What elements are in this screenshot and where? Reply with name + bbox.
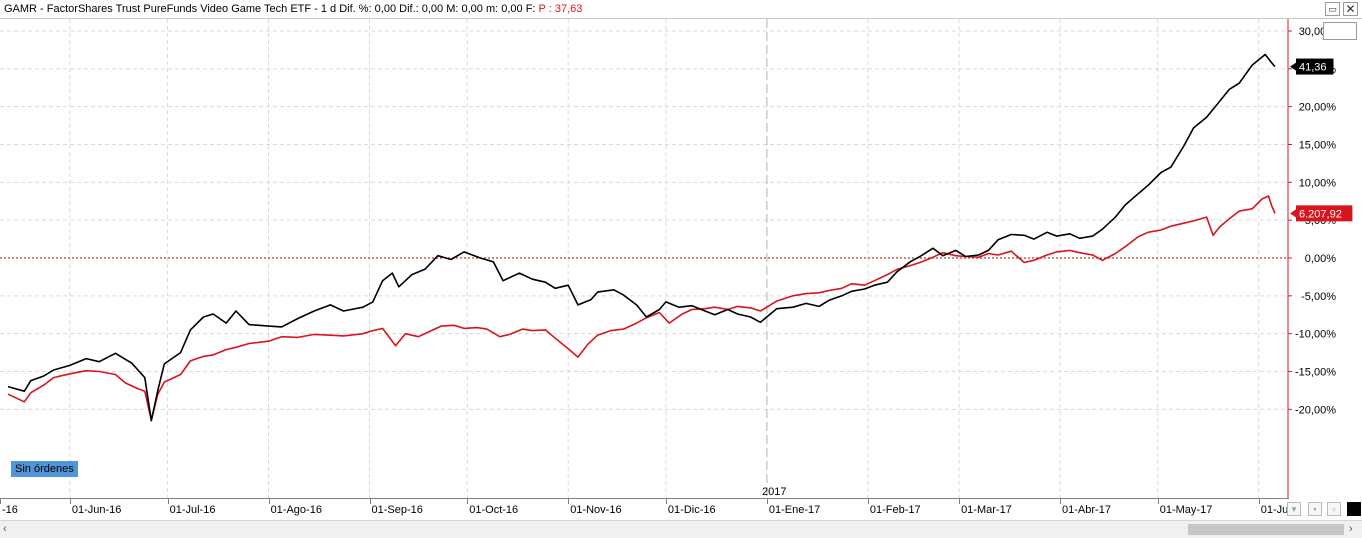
x-tick-label: 01-Jul-16	[169, 504, 216, 516]
badge-box	[1296, 58, 1334, 75]
x-tick-label: -16	[2, 504, 18, 516]
save-icon[interactable]: ▪	[1308, 502, 1322, 516]
last-value-badge: 41,36	[1290, 58, 1334, 75]
x-tick-mark	[69, 499, 71, 504]
x-tick-mark	[1060, 499, 1062, 504]
chart-grid	[0, 19, 1288, 498]
y-tick-label: -15,00%	[1295, 367, 1336, 379]
x-tick-mark	[268, 499, 270, 504]
x-tick-label: 01-Mar-17	[961, 504, 1012, 516]
x-tick-label: 01-Dic-16	[667, 504, 716, 516]
badge-pointer-icon	[1290, 209, 1296, 218]
chevron-down-icon[interactable]: ▾	[1287, 502, 1301, 516]
series-group	[7, 53, 1276, 422]
x-tick-label: 01-Feb-17	[869, 504, 921, 516]
x-tick-label: 01-Jun	[1260, 504, 1295, 516]
x-tick-label: 01-Jun-16	[71, 504, 122, 516]
layout-icon[interactable]: ▫	[1327, 502, 1341, 516]
price-chart[interactable]: 30,00%25,00%20,00%15,00%10,00%5,00%0,00%…	[0, 19, 1362, 499]
year-marker: 2017	[762, 486, 787, 498]
bottom-toolbar: ▾ ▪ ▫	[1287, 500, 1362, 520]
x-tick-label: 01-Abr-17	[1062, 504, 1111, 516]
x-tick-mark	[867, 499, 869, 504]
scroll-left-arrow-icon[interactable]: ‹	[3, 523, 7, 535]
y-tick-label: -20,00%	[1295, 404, 1336, 416]
axis-settings-button[interactable]	[1323, 22, 1357, 40]
scroll-thumb[interactable]	[1188, 524, 1344, 535]
y-tick-label: 0,00%	[1305, 253, 1336, 265]
y-tick-label: 20,00%	[1299, 102, 1337, 114]
y-tick-label: 15,00%	[1299, 140, 1337, 152]
maximize-button[interactable]: ▭	[1325, 2, 1340, 16]
x-tick-mark	[369, 499, 371, 504]
x-tick-label: 01-Sep-16	[371, 504, 423, 516]
x-tick-mark	[0, 499, 1, 504]
x-tick-label: 01-Ago-16	[270, 504, 322, 516]
last-value-badge: 6.207,92	[1290, 205, 1353, 222]
badge-box	[1296, 205, 1353, 222]
x-tick-mark	[167, 499, 169, 504]
x-tick-mark	[665, 499, 667, 504]
y-tick-label: -10,00%	[1295, 329, 1336, 341]
chart-title: GAMR - FactorShares Trust PureFunds Vide…	[4, 3, 582, 15]
x-tick-mark	[766, 499, 768, 504]
x-tick-mark	[1157, 499, 1159, 504]
x-tick-mark	[467, 499, 469, 504]
x-axis: -16 01-Jun-16 01-Jul-16 01-Ago-16 01-Sep-16 0…	[0, 498, 1294, 520]
x-tick-label: 01-Nov-16	[570, 504, 622, 516]
y-tick-label: -5,00%	[1301, 291, 1336, 303]
y-tick-label: 10,00%	[1299, 177, 1337, 189]
horizontal-scrollbar[interactable]: ‹ ›	[0, 520, 1362, 538]
series-line-etf	[7, 53, 1276, 422]
badge-pointer-icon	[1290, 62, 1296, 71]
chart-title-bar: GAMR - FactorShares Trust PureFunds Vide…	[0, 0, 1362, 19]
y-axis: 30,00%25,00%20,00%15,00%10,00%5,00%0,00%…	[1287, 19, 1337, 498]
x-tick-mark	[959, 499, 961, 504]
x-tick-mark	[1258, 499, 1260, 504]
price-readout: P : 37,63	[538, 3, 583, 15]
orders-status-badge[interactable]: Sin órdenes	[11, 461, 78, 477]
last-value-badges: 41,36 6.207,92	[1290, 58, 1353, 222]
x-tick-mark	[568, 499, 570, 504]
scroll-right-arrow-icon[interactable]: ›	[1349, 523, 1353, 535]
close-button[interactable]: ✕	[1343, 2, 1358, 16]
badge-value: 41,36	[1299, 62, 1327, 74]
series-line-index	[7, 195, 1276, 421]
x-tick-label: 01-May-17	[1159, 504, 1213, 516]
badge-value: 6.207,92	[1299, 208, 1342, 220]
fill-square-icon[interactable]	[1347, 502, 1361, 516]
instrument-summary: GAMR - FactorShares Trust PureFunds Vide…	[4, 3, 536, 15]
x-tick-label: 01-Oct-16	[469, 504, 519, 516]
x-tick-label: 01-Ene-17	[768, 504, 821, 516]
